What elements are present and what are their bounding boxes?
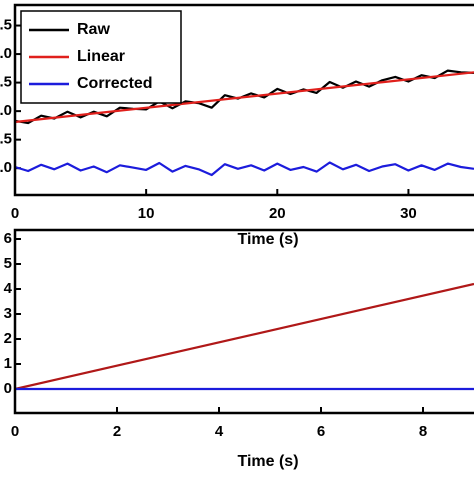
y-tick-label: 0.5 — [0, 131, 12, 148]
y-tick-label: 2 — [4, 330, 12, 347]
legend-label: Linear — [77, 48, 125, 65]
y-tick-label: 5 — [4, 255, 12, 272]
x-axis-label: Time (s) — [237, 231, 298, 248]
plot-frame — [13, 3, 474, 197]
x-tick-label: 6 — [317, 423, 325, 440]
y-tick-label: 0.0 — [0, 159, 12, 176]
y-tick-label: 2.5 — [0, 17, 12, 34]
legend-label: Corrected — [77, 75, 153, 92]
legend-label: Raw — [77, 21, 110, 38]
series-line — [14, 161, 474, 177]
x-tick-label: 20 — [269, 205, 286, 222]
x-tick-label: 8 — [419, 423, 427, 440]
x-axis-label: Time (s) — [237, 453, 298, 470]
x-tick-label: 30 — [400, 205, 417, 222]
series-line — [14, 282, 474, 391]
y-tick-label: 2.0 — [0, 45, 12, 62]
y-tick-label: 1.5 — [0, 74, 12, 91]
y-tick-label: 0 — [4, 380, 12, 397]
y-tick-label: 6 — [4, 230, 12, 247]
y-tick-label: 3 — [4, 305, 12, 322]
series-line — [14, 71, 474, 124]
x-tick-label: 2 — [113, 423, 121, 440]
x-tick-label: 0 — [11, 423, 19, 440]
y-tick-label: 1.0 — [0, 102, 12, 119]
y-tick-label: 4 — [4, 280, 13, 297]
plot-frame — [13, 228, 474, 415]
x-tick-label: 10 — [138, 205, 155, 222]
x-tick-label: 4 — [215, 423, 224, 440]
x-tick-label: 0 — [11, 205, 19, 222]
y-tick-label: 1 — [4, 355, 12, 372]
